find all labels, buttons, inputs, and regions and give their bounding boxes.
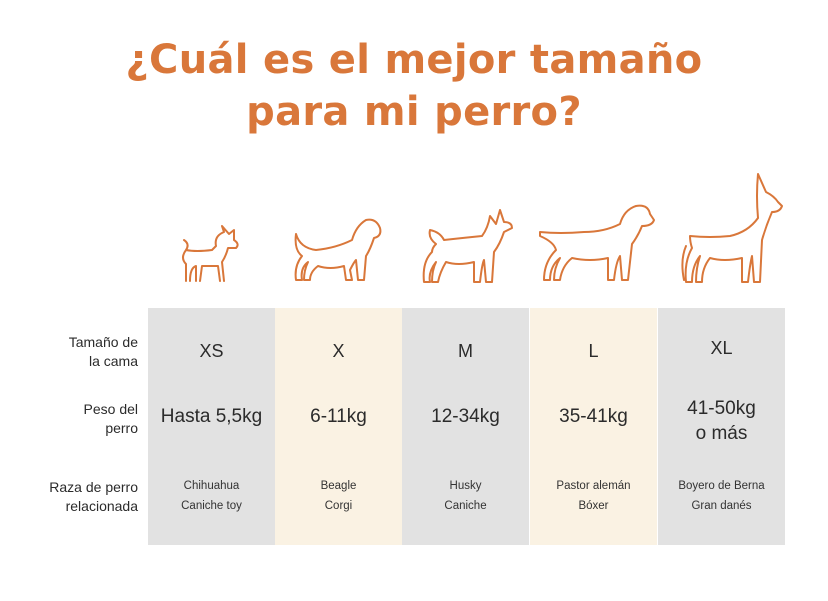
weight-value: 41-50kg o más [658, 396, 785, 446]
beagle-icon [294, 218, 382, 281]
bed-size-value: XS [199, 341, 224, 361]
breed-item: Gran danés [691, 500, 752, 512]
size-column-l: L 35-41kg Pastor alemán Bóxer [530, 308, 657, 545]
size-column-m: M 12-34kg Husky Caniche [402, 308, 529, 545]
bed-size-value: L [588, 341, 599, 361]
chihuahua-icon [182, 225, 239, 282]
breed-list: Beagle Corgi [275, 476, 402, 516]
bed-size-value: M [458, 341, 473, 361]
breed-list: Boyero de Berna Gran danés [658, 476, 785, 516]
row-label-line: Tamaño de [68, 334, 138, 350]
weight-line: Hasta 5,5kg [160, 406, 263, 427]
breed-item: Boyero de Berna [678, 480, 765, 492]
husky-icon [422, 209, 513, 283]
great-dane-icon [681, 173, 783, 283]
breed-item: Beagle [320, 480, 357, 492]
weight-value: 12-34kg [402, 404, 529, 429]
size-column-x: X 6-11kg Beagle Corgi [275, 308, 402, 545]
weight-line: 6-11kg [310, 406, 367, 427]
row-label-line: Raza de perro [49, 479, 138, 495]
breed-item: Pastor alemán [556, 480, 631, 492]
row-label-breed: Raza de perro relacionada [0, 478, 138, 516]
page-title: ¿Cuál es el mejor tamaño para mi perro? [0, 34, 828, 138]
row-label-dog-weight: Peso del perro [0, 400, 138, 438]
size-column-xs: XS Hasta 5,5kg Chihuahua Caniche toy [148, 308, 275, 545]
weight-line: 41-50kg [687, 398, 756, 419]
title-line-2: para mi perro? [246, 89, 582, 135]
title-line-1: ¿Cuál es el mejor tamaño [125, 37, 703, 83]
weight-value: 35-41kg [530, 404, 657, 429]
weight-value: Hasta 5,5kg [148, 404, 275, 429]
breed-item: Chihuahua [183, 480, 240, 492]
breed-list: Chihuahua Caniche toy [148, 476, 275, 516]
row-label-line: perro [105, 420, 138, 436]
bed-size-value: XL [710, 338, 733, 358]
breed-item: Bóxer [578, 500, 609, 512]
weight-value: 6-11kg [275, 404, 402, 429]
weight-line: 12-34kg [431, 406, 500, 427]
bed-size-value: X [332, 341, 345, 361]
row-label-line: la cama [88, 353, 138, 369]
breed-item: Husky [449, 480, 482, 492]
weight-line: 35-41kg [559, 406, 628, 427]
size-column-xl: XL 41-50kg o más Boyero de Berna Gran da… [658, 308, 785, 545]
row-label-line: relacionada [65, 498, 138, 514]
weight-line: o más [695, 423, 748, 444]
retriever-icon [539, 204, 655, 281]
breed-list: Pastor alemán Bóxer [530, 476, 657, 516]
row-label-bed-size: Tamaño de la cama [0, 333, 138, 371]
dog-silhouettes [182, 173, 783, 283]
breed-item: Corgi [324, 500, 353, 512]
breed-item: Caniche [444, 500, 487, 512]
breed-list: Husky Caniche [402, 476, 529, 516]
row-label-line: Peso del [83, 401, 138, 417]
breed-item: Caniche toy [181, 500, 242, 512]
